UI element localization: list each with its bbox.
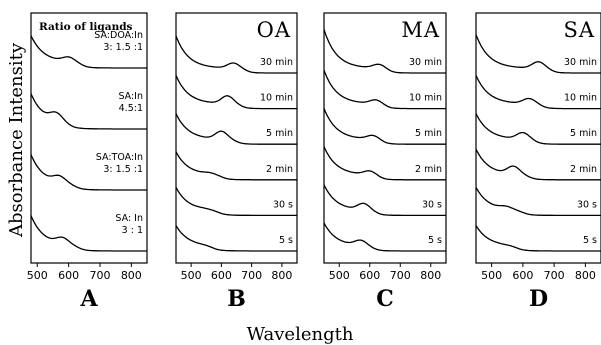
series-label: 10 min — [409, 93, 442, 104]
spectrum-line — [175, 75, 297, 110]
series-label: 4.5:1 — [119, 103, 143, 114]
spectrum-line — [175, 151, 297, 181]
x-tick-label: 500 — [27, 269, 48, 282]
spectrum-line — [323, 69, 446, 110]
panel-frame — [323, 12, 447, 264]
spectrum-line — [323, 108, 446, 145]
spectrum-line — [30, 35, 147, 69]
spectrum-line — [175, 35, 297, 74]
x-tick-label: 700 — [241, 269, 262, 282]
series-label: 5 s — [583, 235, 597, 246]
panel-title: MA — [401, 18, 440, 42]
panel-title: OA — [257, 18, 291, 42]
panel-D: 500 600 700 800 SA 30 min 10 min 5 min 2 min 30 s… — [475, 12, 601, 312]
series-label: 30 s — [273, 199, 293, 210]
x-tick-label: 700 — [89, 269, 110, 282]
spectrum-line — [323, 222, 446, 252]
series-label: 5 min — [415, 128, 442, 139]
series-label: SA:In — [118, 91, 143, 102]
panel-B: 500 600 700 800 OA 30 min 10 min 5 min 2 min 30 s… — [175, 12, 298, 312]
x-tick-label: 600 — [359, 269, 380, 282]
spectrum-line — [323, 146, 446, 181]
series-label: 5 s — [279, 235, 293, 246]
series-label: SA: In — [115, 213, 143, 224]
series-label: 30 min — [260, 57, 293, 68]
x-tick-label: 600 — [211, 269, 232, 282]
spectrum-line — [475, 34, 601, 74]
x-tick-label: 600 — [58, 269, 79, 282]
x-tick-label: 500 — [481, 269, 502, 282]
series-label: 2 min — [415, 164, 442, 175]
panel-letter: C — [376, 286, 394, 312]
series-label: 5 s — [428, 235, 442, 246]
panel-title: SA — [563, 18, 595, 42]
series-label: 3: 1.5 :1 — [103, 42, 143, 53]
spectrum-line — [175, 113, 297, 145]
spectrum-line — [175, 225, 297, 252]
series-label: 30 min — [409, 57, 442, 68]
spectrum-line — [323, 29, 446, 74]
x-tick-label: 500 — [329, 269, 350, 282]
spectrum-line — [475, 225, 601, 252]
spectrum-line — [30, 93, 147, 130]
series-label: 3: 1.5 :1 — [103, 164, 143, 175]
panel-letter: A — [79, 286, 98, 312]
spectrum-line — [475, 186, 601, 217]
spectrum-line — [30, 215, 147, 252]
x-tick-label: 700 — [544, 269, 565, 282]
series-label: 30 s — [422, 199, 442, 210]
panel-frame — [475, 12, 601, 264]
panel-letter: D — [529, 286, 548, 312]
x-tick-label: 500 — [181, 269, 202, 282]
series-label: 3 : 1 — [122, 225, 143, 236]
x-tick-label: 700 — [390, 269, 411, 282]
x-tick-label: 800 — [121, 269, 142, 282]
panel-frame — [30, 12, 148, 264]
panel-C: 500 600 700 800 MA 30 min 10 min 5 min 2 min 30 s… — [323, 12, 447, 312]
series-label: 2 min — [570, 164, 597, 175]
series-label: 10 min — [564, 93, 597, 104]
series-label: 30 s — [577, 199, 597, 210]
series-label: 30 min — [564, 57, 597, 68]
panel-frame — [175, 12, 298, 264]
series-label: SA:DOA:In — [94, 30, 143, 41]
spectrum-line — [475, 75, 601, 110]
spectrum-line — [475, 148, 601, 181]
spectrum-line — [30, 154, 147, 191]
spectrum-line — [175, 186, 297, 217]
x-tick-label: 800 — [575, 269, 596, 282]
series-label: 5 min — [266, 128, 293, 139]
series-label: 10 min — [260, 93, 293, 104]
series-label: 5 min — [570, 128, 597, 139]
x-tick-label: 800 — [271, 269, 292, 282]
x-tick-label: 800 — [420, 269, 441, 282]
series-label: SA:TOA:In — [96, 152, 143, 163]
panel-title: Ratio of ligands — [39, 21, 133, 33]
series-label: 2 min — [266, 164, 293, 175]
x-axis-label: Wavelength — [247, 324, 354, 345]
spectrum-line — [475, 113, 601, 145]
spectrum-line — [323, 184, 446, 217]
panel-letter: B — [227, 286, 246, 312]
y-axis-label: Absorbance Intensity — [6, 42, 27, 238]
x-tick-label: 600 — [512, 269, 533, 282]
